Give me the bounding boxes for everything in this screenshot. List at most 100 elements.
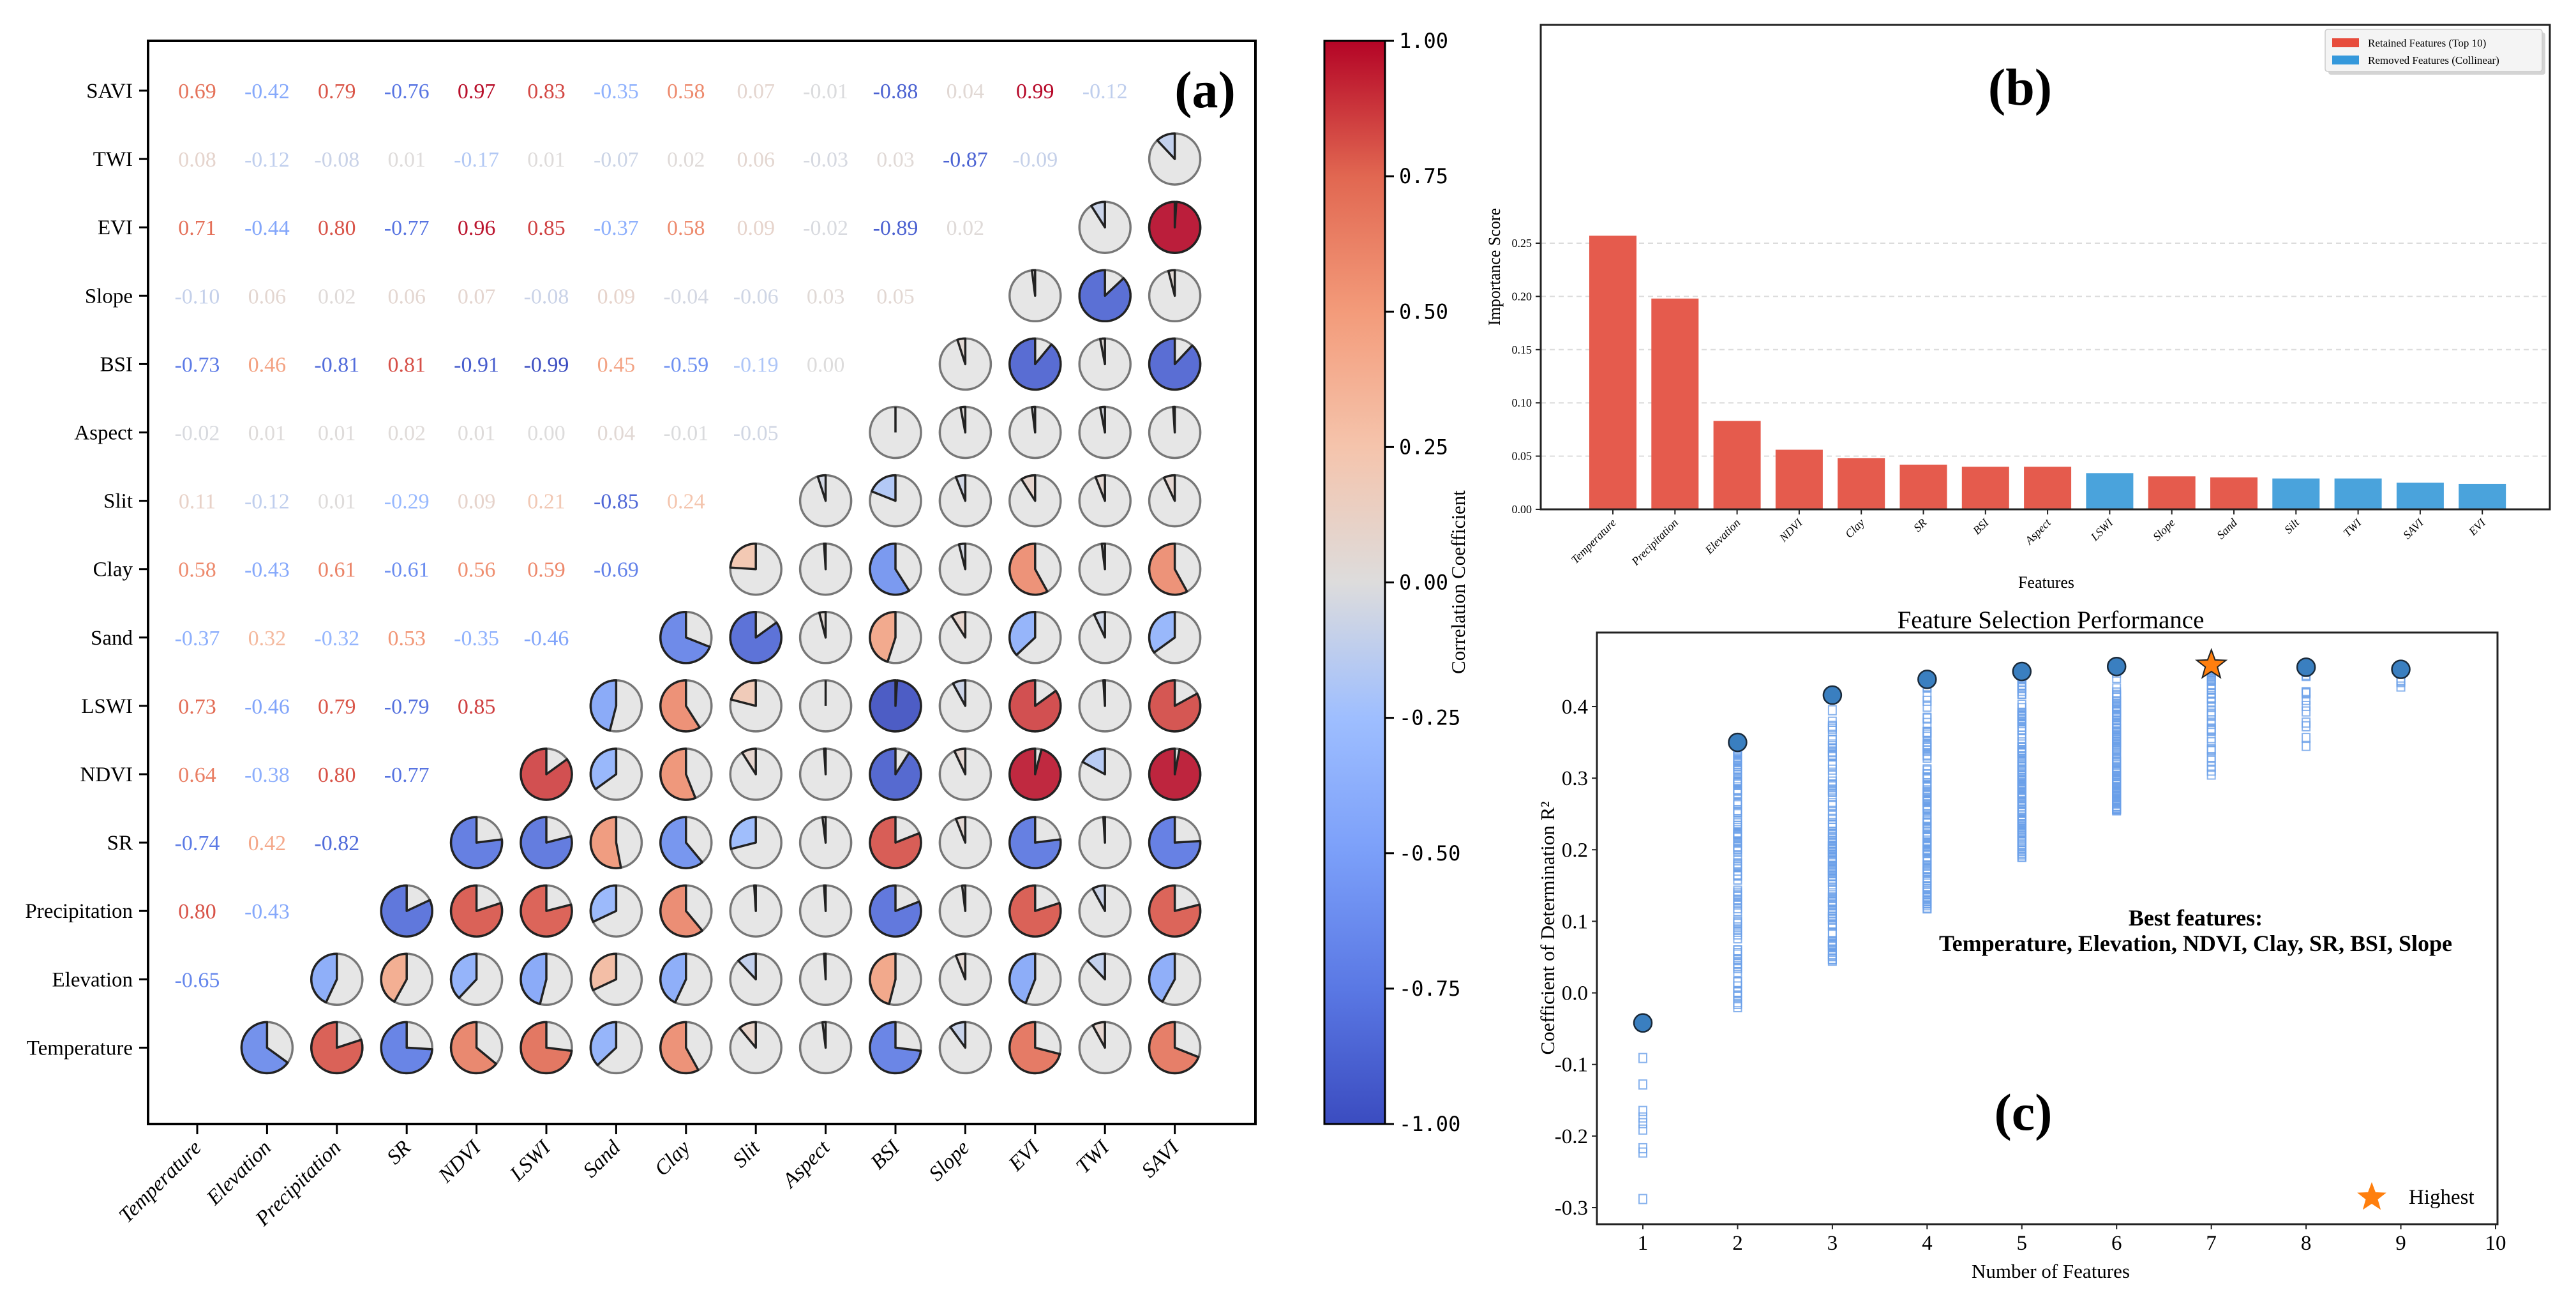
c-y-tick-label: -0.2 (1555, 1125, 1588, 1148)
combination-point (2017, 710, 2026, 721)
cell-value: -0.38 (244, 763, 290, 787)
cell-value: 0.97 (458, 80, 496, 103)
combination-point (1733, 776, 1742, 787)
bar-ndvi (1775, 449, 1823, 509)
cell-value: 0.80 (318, 216, 356, 240)
pie-wedge (961, 884, 967, 912)
pie-wedge (1148, 1021, 1200, 1075)
cell-value: -0.35 (594, 80, 639, 103)
cell-value: -0.87 (943, 148, 988, 172)
pie-wedge (956, 337, 967, 366)
combination-point (2302, 694, 2311, 705)
combination-point (1827, 827, 1837, 837)
cell-value: -0.08 (314, 148, 359, 172)
combination-point (2017, 804, 2026, 815)
combination-point (1922, 791, 1932, 802)
x-tick-label: Clay (650, 1136, 695, 1181)
combination-point (1638, 1079, 1647, 1090)
cell-value: -0.46 (524, 627, 569, 650)
combination-point (1638, 1112, 1647, 1123)
x-tick-label: Slit (728, 1136, 765, 1173)
pie-wedge (1020, 474, 1037, 502)
combination-point (2017, 747, 2026, 758)
combination-point (2112, 728, 2122, 739)
b-x-tick-label: BSI (1970, 516, 1991, 537)
pie-wedge (1081, 747, 1106, 776)
c-y-axis-title: Coefficient of Determination R² (1536, 802, 1559, 1055)
pie-wedge (449, 816, 504, 869)
colorbar-tick-label: -1.00 (1399, 1112, 1460, 1136)
b-y-tick-label: 0.05 (1512, 450, 1532, 463)
cell-value: -0.06 (733, 285, 779, 308)
cell-value: -0.01 (803, 80, 848, 103)
b-x-axis-title: Features (2018, 573, 2074, 592)
panel-label-c: (c) (1994, 1083, 2052, 1141)
cell-value: 0.80 (318, 763, 356, 787)
b-x-tick-label: Clay (1843, 516, 1867, 541)
pie-wedge (1008, 816, 1062, 869)
c-points (1633, 648, 2411, 1204)
pie-wedge (816, 474, 827, 502)
colorbar-tick-label: 0.25 (1399, 435, 1448, 459)
y-tick-label: SR (107, 832, 133, 855)
best-point-marker (2106, 656, 2127, 677)
pie-wedge (823, 952, 827, 981)
combination-point (1922, 746, 1932, 756)
x-tick-label: NDVI (434, 1135, 486, 1188)
b-legend-label: Retained Features (Top 10) (2368, 37, 2486, 49)
combination-point (1922, 867, 1932, 878)
pie-wedge (380, 1021, 433, 1075)
cell-value: -0.65 (175, 968, 220, 992)
pie-wedge (954, 952, 967, 981)
c-x-tick-label: 9 (2395, 1232, 2406, 1255)
pie-wedge (589, 952, 618, 992)
bar-elevation (1713, 421, 1761, 509)
cell-value: -0.29 (384, 490, 430, 514)
pie-wedge (1091, 884, 1106, 912)
combination-point (2206, 723, 2216, 734)
best-point-marker (2012, 661, 2032, 682)
cell-value: -0.99 (524, 353, 569, 377)
pie-wedge (738, 1021, 757, 1049)
combination-point (1733, 977, 1742, 987)
b-x-tick-label: TWI (2340, 516, 2364, 539)
x-tick-label: Aspect (777, 1136, 835, 1194)
b-bars (1589, 236, 2506, 509)
combination-point (2302, 700, 2311, 711)
combination-point (2112, 787, 2122, 798)
cell-value: -0.89 (873, 216, 918, 240)
x-tick-label: Sand (579, 1136, 625, 1182)
panel-b-frame (1539, 24, 2551, 511)
cell-value: -0.03 (803, 148, 848, 172)
pie-wedge (1008, 337, 1062, 391)
pie-wedge (1008, 952, 1037, 1005)
combination-point (2112, 774, 2122, 784)
cell-value: 0.83 (527, 80, 565, 103)
c-x-tick-label: 1 (1638, 1232, 1649, 1255)
c-y-tick-label: 0.0 (1562, 982, 1588, 1005)
pie-wedge (1167, 269, 1176, 297)
x-tick-label: BSI (867, 1135, 906, 1174)
y-tick-label: LSWI (81, 695, 133, 718)
cell-value: 0.99 (1016, 80, 1054, 103)
pie-wedge (1090, 200, 1106, 229)
combination-point (2206, 751, 2216, 762)
pie-wedge (380, 884, 433, 938)
pie-wedge (1156, 132, 1176, 160)
pie-wedge (1008, 679, 1062, 733)
cell-value: 0.69 (178, 80, 216, 103)
pie-wedge (959, 405, 967, 434)
combination-point (1827, 779, 1837, 790)
combination-point (2017, 772, 2026, 783)
pie-wedge (520, 747, 573, 801)
combination-point (1827, 855, 1837, 866)
b-legend: Retained Features (Top 10) Removed Featur… (2325, 29, 2545, 75)
combination-point (1827, 806, 1837, 816)
cell-value: 0.61 (318, 558, 356, 582)
combination-point (1827, 956, 1837, 966)
combination-point (2112, 701, 2122, 712)
pie-wedge (954, 474, 967, 502)
cell-value: 0.45 (597, 353, 636, 377)
feature-selection-panel: Feature Selection Performance -0.3-0.2-0… (1536, 606, 2506, 1282)
